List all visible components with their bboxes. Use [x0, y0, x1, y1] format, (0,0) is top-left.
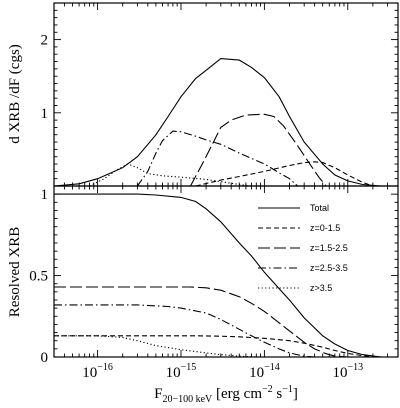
top-plot-frame: [53, 2, 399, 187]
x-tick-labels: 10−16 10−15 10−14 10−13: [82, 362, 363, 381]
bottom-plot-frame: [53, 185, 399, 358]
x-tick-label: 10−16: [82, 362, 113, 381]
top-curve: [136, 130, 298, 187]
top-curve: [89, 163, 252, 187]
legend-label: z=1.5-2.5: [310, 243, 348, 253]
top-axis-ticks: [53, 2, 399, 187]
x-tick-label: 10−13: [332, 362, 363, 381]
top-y-axis-label: d XRB /dF (cgs): [7, 44, 23, 144]
bottom-curves: [54, 193, 382, 358]
x-axis-label: F20−100 keV [erg cm−2 s−1]: [154, 384, 298, 405]
top-y-tick-labels: 12: [41, 33, 49, 122]
top-y-tick-label: 1: [41, 106, 49, 122]
bottom-curve: [54, 304, 315, 358]
legend-label: Total: [310, 203, 329, 213]
bottom-y-tick-labels: 00.51: [29, 187, 48, 366]
top-curve: [190, 113, 327, 187]
top-curve: [53, 58, 382, 187]
legend: Total z=0-1.5 z=1.5-2.5 z=2.5-3.5 z>3.5: [258, 203, 348, 293]
top-curve: [195, 161, 374, 187]
top-curves: [53, 58, 382, 187]
top-panel: 12 d XRB /dF (cgs): [7, 2, 399, 187]
legend-label: z=0-1.5: [310, 223, 340, 233]
bottom-y-tick-label: 0.5: [29, 269, 48, 285]
top-y-tick-label: 2: [41, 33, 49, 49]
bottom-curve: [54, 193, 382, 358]
bottom-curve: [54, 286, 348, 358]
bottom-y-tick-label: 1: [41, 187, 49, 203]
x-tick-label: 10−14: [249, 362, 280, 381]
bottom-y-axis-label: Resolved XRB: [7, 227, 23, 317]
bottom-curve: [54, 335, 257, 358]
x-tick-label: 10−15: [166, 362, 197, 381]
legend-label: z=2.5-3.5: [310, 263, 348, 273]
bottom-y-tick-label: 0: [41, 350, 49, 366]
bottom-axis-ticks: [53, 185, 399, 358]
legend-label: z>3.5: [310, 283, 332, 293]
bottom-curve: [54, 335, 382, 358]
bottom-panel: 00.51 10−16 10−15 10−14 10−13 Totalz=0-1.5z…: [7, 185, 399, 405]
